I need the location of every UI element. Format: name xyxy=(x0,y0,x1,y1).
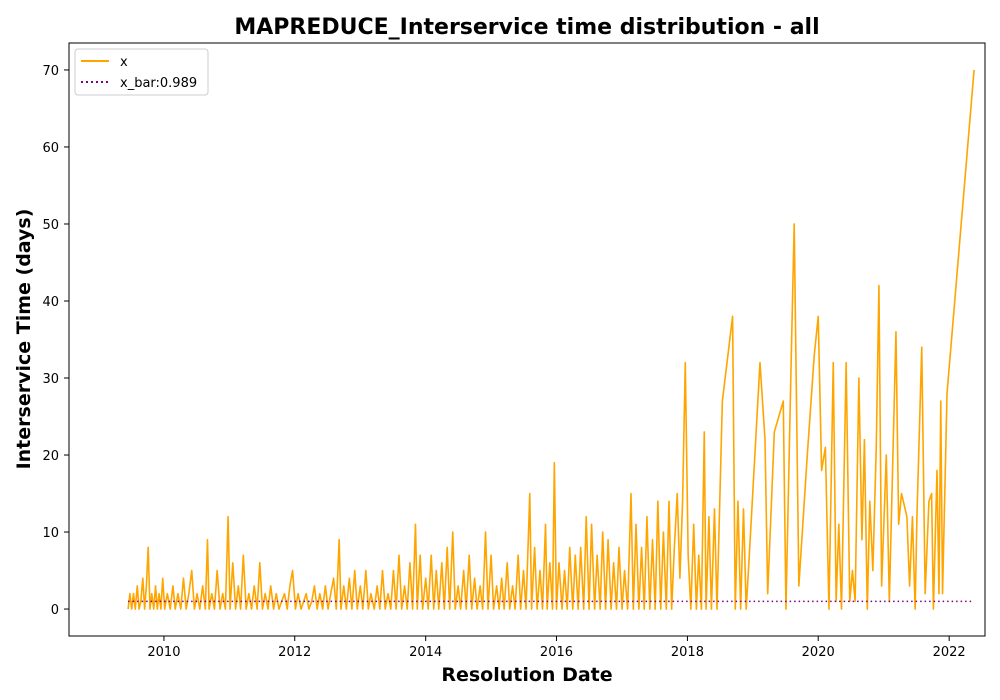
y-tick-label: 70 xyxy=(42,64,59,79)
x-axis: 2010 2012 2014 2016 2018 2020 2022 xyxy=(147,636,966,660)
x-tick-label: 2020 xyxy=(802,645,835,660)
y-tick-label: 10 xyxy=(42,526,59,541)
plot-area xyxy=(127,69,975,610)
y-tick-label: 50 xyxy=(42,218,59,233)
y-tick-label: 20 xyxy=(42,449,59,464)
y-axis-label: Interservice Time (days) xyxy=(13,209,35,470)
x-tick-label: 2010 xyxy=(147,645,180,660)
legend: x x_bar:0.989 xyxy=(74,48,209,96)
x-tick-label: 2022 xyxy=(933,645,966,660)
x-tick-label: 2016 xyxy=(540,645,573,660)
y-tick-label: 60 xyxy=(42,141,59,156)
plot-frame xyxy=(68,42,986,637)
x-tick-label: 2012 xyxy=(278,645,311,660)
legend-label-x: x xyxy=(120,55,128,70)
legend-label-x-bar: x_bar:0.989 xyxy=(120,76,197,91)
y-tick-label: 30 xyxy=(42,372,59,387)
x-tick-label: 2014 xyxy=(409,645,442,660)
x-tick-label: 2018 xyxy=(671,645,704,660)
chart-title: MAPREDUCE_Interservice time distribution… xyxy=(234,15,819,40)
y-axis: 0 10 20 30 40 50 60 70 xyxy=(42,64,69,618)
y-tick-label: 40 xyxy=(42,295,59,310)
x-axis-label: Resolution Date xyxy=(441,664,612,686)
series-line-x xyxy=(127,69,975,610)
y-tick-label: 0 xyxy=(51,603,59,618)
